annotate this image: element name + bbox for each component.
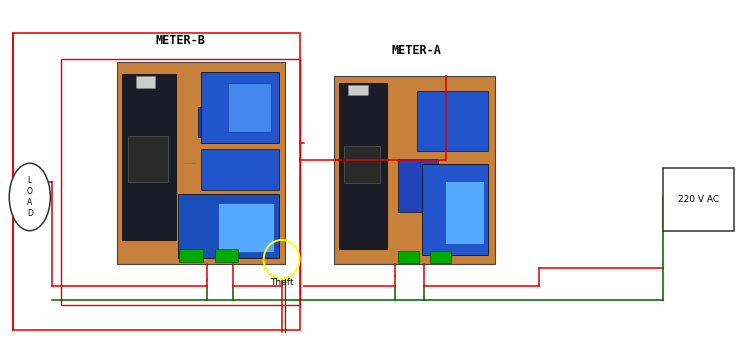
Bar: [228, 83, 271, 132]
Bar: [128, 136, 168, 182]
Text: L
O
A
D: L O A D: [27, 176, 33, 218]
Bar: [13, 33, 300, 330]
Text: Theft: Theft: [270, 278, 293, 287]
Bar: [422, 164, 488, 255]
Bar: [198, 107, 232, 137]
Bar: [418, 91, 488, 151]
Bar: [62, 59, 300, 305]
Text: 220 V AC: 220 V AC: [677, 195, 718, 204]
Bar: [344, 146, 380, 183]
Bar: [178, 193, 278, 258]
Bar: [122, 74, 176, 240]
Bar: [218, 203, 274, 252]
Bar: [334, 75, 494, 265]
Bar: [398, 251, 419, 262]
Bar: [214, 249, 238, 262]
Text: METER-A: METER-A: [392, 44, 441, 57]
Bar: [398, 159, 438, 211]
Bar: [430, 251, 451, 262]
Bar: [201, 72, 278, 143]
Bar: [348, 85, 368, 95]
Bar: [663, 168, 734, 231]
Bar: [339, 83, 387, 249]
Bar: [179, 249, 203, 262]
Ellipse shape: [9, 163, 50, 231]
Bar: [446, 181, 484, 244]
Text: METER-B: METER-B: [156, 34, 206, 47]
Bar: [201, 149, 278, 190]
Bar: [117, 62, 285, 265]
Bar: [136, 76, 154, 87]
